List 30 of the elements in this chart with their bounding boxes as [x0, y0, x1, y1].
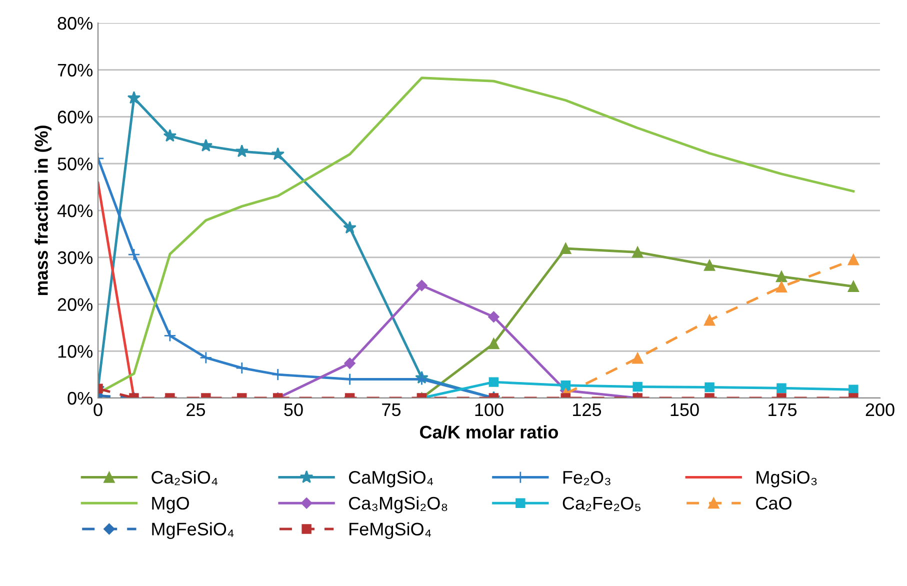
- legend-label: Ca₂Fe₂O₅: [562, 496, 640, 512]
- y-tick-label: 80%: [58, 16, 92, 30]
- legend-label: CaMgSiO₄: [349, 470, 434, 488]
- x-tick-label: 75: [382, 404, 401, 416]
- x-tick-label: 150: [670, 403, 699, 416]
- legend-label: MgO: [152, 496, 189, 514]
- x-tick-label: 200: [866, 403, 894, 416]
- x-tick-label: 125: [573, 403, 602, 416]
- legend-label: MgFeSiO₄: [152, 522, 234, 540]
- x-tick-label: 100: [475, 403, 504, 416]
- y-tick-label: 20%: [58, 298, 92, 311]
- y-tick-label: 0%: [68, 392, 92, 405]
- x-axis-title: Ca/K molar ratio: [420, 425, 558, 439]
- legend-label: CaO: [756, 496, 792, 510]
- legend-label: Fe₂O₃: [563, 470, 610, 486]
- y-tick-label: 60%: [58, 110, 92, 124]
- y-tick-label: 50%: [58, 158, 92, 170]
- legend-label: MgSiO₃: [756, 470, 817, 488]
- x-tick-label: 0: [94, 403, 102, 416]
- y-tick-label: 30%: [58, 251, 92, 264]
- y-tick-label: 70%: [58, 64, 92, 77]
- y-tick-label: 10%: [58, 345, 92, 358]
- y-axis-title: mass fraction in (%): [34, 126, 52, 296]
- x-tick-label: 50: [284, 403, 303, 416]
- legend-label: Ca₂SiO₄: [152, 470, 218, 486]
- x-tick-label: 175: [768, 404, 797, 416]
- legend-label: Ca₃MgSi₂O₈: [349, 496, 448, 514]
- legend-label: FeMgSiO₄: [350, 522, 432, 540]
- x-tick-label: 25: [186, 403, 206, 416]
- y-tick-label: 40%: [57, 204, 92, 218]
